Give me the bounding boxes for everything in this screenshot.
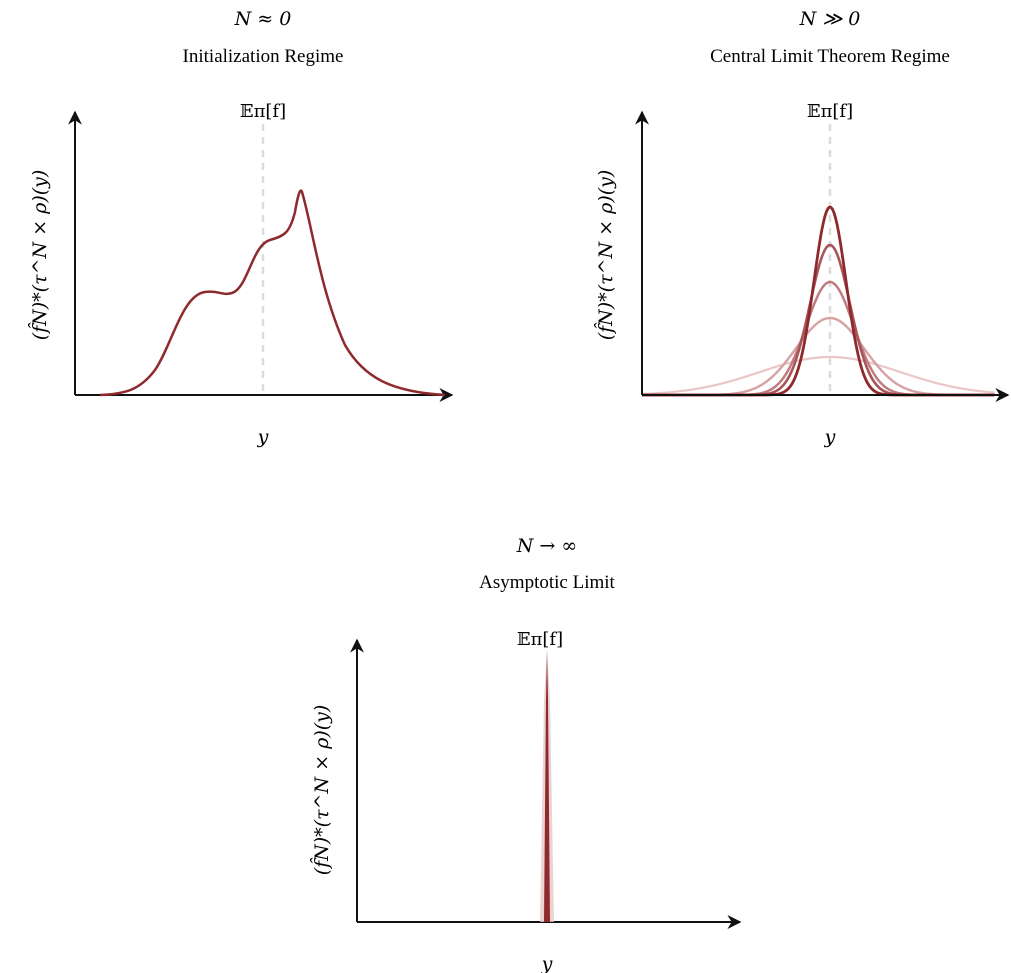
regime-symbol: N ≈ 0 [234, 8, 292, 30]
y-axis-label: (f̂N)*(τ^N × ρ)(y) [28, 170, 51, 341]
panel-clt: N ≫ 0 Central Limit Theorem Regime 𝔼π[f]… [594, 8, 1010, 448]
density-curves [641, 205, 995, 397]
regime-symbol: N ≫ 0 [799, 8, 861, 30]
gaussian-curve-5 [642, 205, 995, 397]
regime-name: Asymptotic Limit [479, 572, 615, 593]
panel-initialization: N ≈ 0 Initialization Regime 𝔼π[f] y (f̂N… [28, 8, 454, 448]
gaussian-curve-3 [642, 280, 995, 397]
y-axis-label: (f̂N)*(τ^N × ρ)(y) [594, 170, 617, 341]
mean-label: 𝔼π[f] [240, 101, 286, 122]
x-axis-label: y [541, 953, 553, 973]
x-axis-label: y [257, 426, 269, 448]
density-curve [99, 189, 446, 397]
mean-label: 𝔼π[f] [807, 101, 853, 122]
gaussian-curve-4 [642, 243, 995, 397]
panel-asymptotic: N → ∞ Asymptotic Limit 𝔼π[f] y (f̂N)*(τ^… [310, 535, 742, 973]
mean-label: 𝔼π[f] [517, 629, 563, 650]
regime-symbol: N → ∞ [516, 535, 577, 557]
spike-curve [544, 650, 550, 922]
y-axis-label: (f̂N)*(τ^N × ρ)(y) [310, 705, 333, 876]
x-axis-label: y [824, 426, 836, 448]
gaussian-curve-1 [641, 355, 995, 396]
regime-name: Initialization Regime [183, 46, 344, 67]
regime-name: Central Limit Theorem Regime [710, 46, 950, 67]
